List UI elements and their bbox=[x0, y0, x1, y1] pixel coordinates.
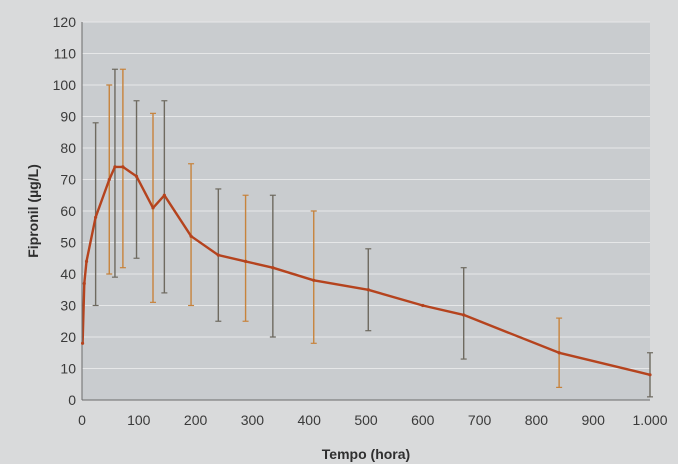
data-point bbox=[107, 177, 111, 182]
data-point bbox=[648, 373, 652, 377]
y-tick-label: 70 bbox=[60, 172, 76, 188]
data-point bbox=[366, 288, 370, 292]
data-point bbox=[151, 206, 155, 210]
data-point bbox=[162, 193, 166, 197]
data-point bbox=[80, 341, 85, 345]
data-point bbox=[189, 234, 193, 238]
y-tick-label: 100 bbox=[53, 77, 77, 93]
x-axis-title: Tempo (hora) bbox=[322, 446, 410, 462]
data-point bbox=[134, 174, 139, 178]
x-tick-label: 600 bbox=[411, 412, 435, 428]
data-point bbox=[94, 215, 98, 219]
y-tick-label: 30 bbox=[60, 298, 76, 314]
x-tick-label: 1.000 bbox=[632, 412, 667, 428]
y-tick-label: 80 bbox=[60, 140, 76, 156]
y-tick-label: 110 bbox=[54, 46, 77, 62]
x-tick-label: 900 bbox=[582, 412, 606, 428]
x-tick-label: 300 bbox=[241, 412, 265, 428]
x-tick-label: 500 bbox=[354, 412, 378, 428]
y-tick-label: 120 bbox=[53, 14, 77, 30]
data-point bbox=[82, 281, 86, 286]
x-tick-label: 800 bbox=[525, 412, 549, 428]
y-tick-label: 60 bbox=[60, 203, 76, 219]
y-tick-label: 40 bbox=[60, 266, 76, 282]
y-tick-label: 90 bbox=[60, 109, 76, 125]
data-point bbox=[113, 165, 117, 169]
x-tick-label: 100 bbox=[127, 412, 151, 428]
y-axis-title: Fipronil (µg/L) bbox=[25, 164, 41, 258]
y-tick-label: 50 bbox=[60, 235, 76, 251]
y-tick-label: 20 bbox=[60, 329, 76, 345]
data-point bbox=[557, 351, 561, 355]
data-point bbox=[243, 259, 248, 263]
y-tick-label: 10 bbox=[60, 361, 76, 377]
data-point bbox=[421, 303, 425, 308]
y-tick-labels: 0 10 20 30 40 50 60 70 80 90 100 110 120 bbox=[53, 14, 77, 408]
data-point bbox=[216, 253, 220, 257]
gridlines bbox=[82, 21, 650, 369]
x-tick-label: 200 bbox=[184, 412, 208, 428]
y-tick-label: 0 bbox=[68, 392, 76, 408]
x-tick-label: 700 bbox=[468, 412, 492, 428]
data-point bbox=[462, 313, 466, 317]
data-point bbox=[271, 266, 275, 270]
series-line bbox=[81, 165, 651, 376]
data-point bbox=[84, 259, 89, 263]
data-point bbox=[312, 278, 316, 282]
x-tick-label: 400 bbox=[298, 412, 322, 428]
data-point bbox=[121, 165, 125, 169]
x-tick-labels: 0 100 200 300 400 500 600 700 800 900 1.000 bbox=[78, 412, 668, 428]
x-tick-label: 0 bbox=[78, 412, 86, 428]
